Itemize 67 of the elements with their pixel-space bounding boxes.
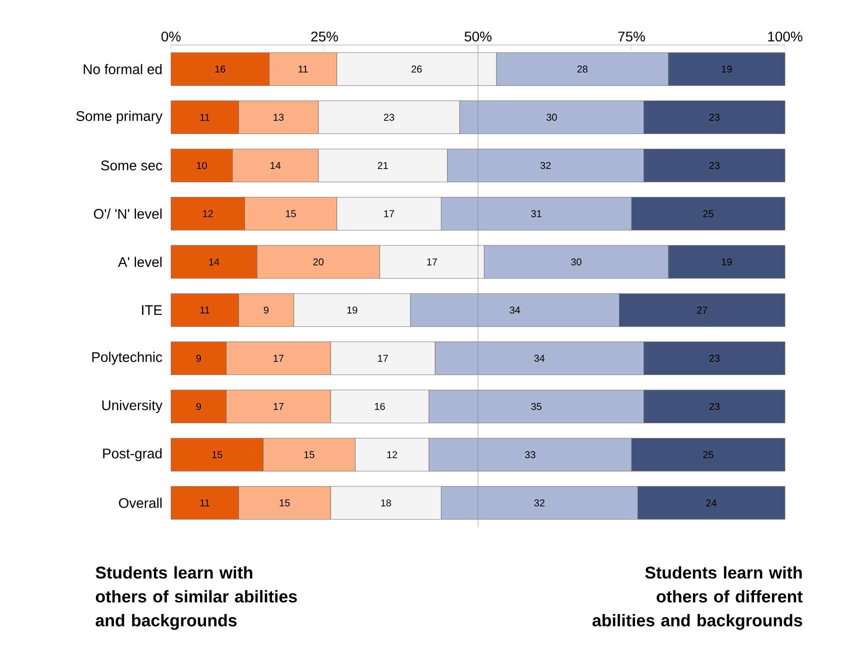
x-tick-label: 75% xyxy=(618,32,645,42)
data-label: 16 xyxy=(374,402,385,410)
data-label: 12 xyxy=(387,451,398,458)
data-label: 13 xyxy=(274,114,284,121)
data-label: 27 xyxy=(697,306,708,314)
text: Students learn with others of different abilities and backgrounds xyxy=(592,566,803,630)
y-tick-label: University xyxy=(102,400,162,413)
data-label: 11 xyxy=(298,66,308,73)
data-label: 19 xyxy=(347,306,358,314)
data-label: 21 xyxy=(378,162,388,169)
data-label: 15 xyxy=(212,451,222,458)
y-tick-label: Some sec xyxy=(101,160,162,170)
x-tick-label: 25% xyxy=(311,32,338,42)
data-label: 23 xyxy=(709,114,720,121)
data-label: 25 xyxy=(703,451,714,458)
data-label: 11 xyxy=(200,499,210,506)
data-label: 15 xyxy=(304,451,314,458)
data-label: 17 xyxy=(274,354,284,362)
data-label: 30 xyxy=(546,114,557,121)
data-label: 23 xyxy=(709,354,720,362)
data-label: 12 xyxy=(203,210,213,218)
y-tick-label: Overall xyxy=(118,498,162,508)
data-label: 15 xyxy=(280,499,290,506)
data-label: 32 xyxy=(540,162,551,170)
data-label: 24 xyxy=(706,499,717,506)
y-tick-label: Post-grad xyxy=(103,448,162,462)
data-label: 17 xyxy=(378,354,388,362)
text: Students learn with others of similar abilities and backgrounds xyxy=(96,566,297,630)
y-tick-label: Polytechnic xyxy=(92,352,162,365)
data-label: 33 xyxy=(525,451,536,458)
data-label: 14 xyxy=(270,162,281,169)
data-label: 17 xyxy=(274,403,284,410)
data-label: 15 xyxy=(286,210,296,218)
data-label: 17 xyxy=(384,210,394,218)
data-label: 17 xyxy=(427,258,438,266)
data-label: 9 xyxy=(196,354,201,362)
data-label: 31 xyxy=(531,210,542,218)
data-label: 11 xyxy=(200,306,210,314)
data-label: 16 xyxy=(215,66,226,73)
data-label: 9 xyxy=(264,306,268,314)
data-label: 28 xyxy=(577,66,588,73)
x-tick-label: 50% xyxy=(464,32,492,42)
data-label: 23 xyxy=(709,162,720,170)
data-label: 14 xyxy=(209,258,220,266)
data-label: 9 xyxy=(196,402,201,410)
data-label: 19 xyxy=(722,258,732,266)
x-tick-label: 100% xyxy=(768,32,802,42)
y-tick-label: A' level xyxy=(118,256,162,268)
data-label: 32 xyxy=(534,499,544,506)
data-label: 10 xyxy=(196,162,207,170)
data-label: 26 xyxy=(412,66,422,73)
y-tick-label: No formal ed xyxy=(84,64,162,74)
data-label: 35 xyxy=(531,402,542,410)
data-label: 23 xyxy=(384,114,394,121)
x-tick-label: 0% xyxy=(161,32,181,42)
data-label: 18 xyxy=(381,499,392,506)
y-tick-label: O'/ 'N' level xyxy=(94,208,162,219)
data-label: 23 xyxy=(709,402,720,410)
data-label: 34 xyxy=(534,354,545,362)
data-label: 20 xyxy=(313,258,324,266)
data-label: 30 xyxy=(571,258,582,266)
data-label: 11 xyxy=(200,114,210,121)
data-label: 25 xyxy=(703,210,714,218)
data-label: 34 xyxy=(510,306,520,314)
data-label: 19 xyxy=(722,66,732,73)
y-tick-label: ITE xyxy=(142,305,162,315)
y-tick-label: Some primary xyxy=(76,110,162,124)
